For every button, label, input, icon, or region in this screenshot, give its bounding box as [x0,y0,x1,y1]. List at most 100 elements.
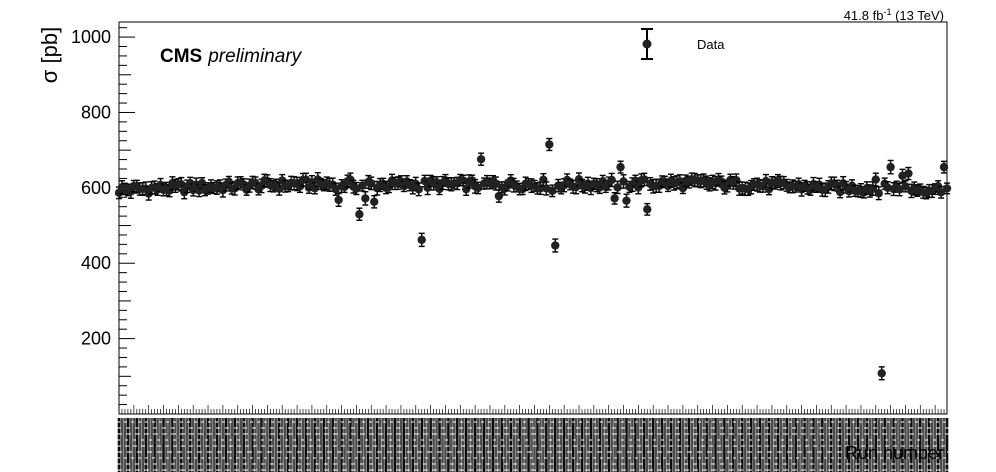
data-point [334,192,343,208]
x-tick-label [171,418,174,472]
x-tick-label [396,418,400,472]
data-point [473,181,483,195]
y-tick-label: 200 [81,329,111,349]
x-tick-label [663,418,667,472]
x-tick-label [850,418,854,472]
x-tick-label [548,418,551,472]
x-tick-label [687,418,691,472]
x-tick-label [536,418,539,472]
x-tick-label [355,418,358,472]
x-tick-label [283,418,287,472]
x-tick-label [746,418,750,472]
x-tick-label [726,418,729,472]
x-tick-label [230,418,234,472]
x-tick-label [877,418,881,472]
y-tick-label: 800 [81,102,111,122]
x-tick-label [729,418,732,472]
x-tick-label [218,418,222,472]
x-tick-label [634,418,637,472]
data-point [877,366,886,381]
x-tick-label [883,418,886,472]
x-tick-label [346,418,349,472]
x-tick-label [737,418,741,472]
x-tick-label [361,418,364,472]
x-tick-label [530,418,533,472]
x-tick-label [515,418,518,472]
x-tick-label [366,418,370,472]
x-tick-label [168,418,171,472]
x-tick-label [619,418,622,472]
x-tick-label [417,418,421,472]
x-tick-label [821,418,824,472]
data-point [417,232,426,248]
x-tick-label [791,418,794,472]
x-tick-label [921,418,925,472]
x-tick-label [527,418,530,472]
x-tick-label [550,418,554,472]
plot-frame [118,21,948,415]
x-tick-label [479,418,483,472]
x-tick-label [586,418,590,472]
x-tick-label [432,418,435,472]
x-tick-label [340,418,343,472]
x-axis-title: Run number [845,443,944,463]
x-tick-label [518,418,521,472]
x-tick-label [684,418,688,472]
x-tick-label [322,418,326,472]
x-tick-label [862,418,866,472]
x-tick-label [260,418,263,472]
x-tick-label [399,418,403,472]
data-point [942,182,952,195]
data-point [548,184,557,198]
x-tick-label [702,418,705,472]
x-tick-label [803,418,806,472]
data-point [370,194,379,209]
x-tick-label [773,418,777,472]
x-tick-label [622,418,625,472]
x-tick-label [598,418,602,472]
x-tick-label [458,418,462,472]
x-tick-label [295,418,299,472]
x-tick-label [835,418,839,472]
x-tick-label [334,418,337,472]
x-tick-label [245,418,248,472]
experiment-label: CMS preliminary [160,46,303,67]
x-tick-label [734,418,738,472]
x-tick-label [384,418,388,472]
x-tick-label [304,418,308,472]
x-tick-label [595,418,599,472]
data-point [414,182,423,197]
x-tick-label [135,418,139,472]
x-tick-label [874,418,878,472]
x-tick-label [844,418,848,472]
x-tick-label [141,418,145,472]
x-tick-label [182,418,186,472]
x-tick-label [497,418,501,472]
x-tick-label [660,418,664,472]
x-tick-label [604,418,608,472]
x-tick-label [405,418,409,472]
x-tick-label [904,418,907,472]
experiment-name: CMS [160,46,202,67]
lumi-label: 41.8 fb-1 (13 TeV) [844,7,944,23]
x-tick-label [918,418,922,472]
x-tick-label [856,418,860,472]
x-tick-label [913,418,916,472]
x-tick-label [147,418,150,472]
x-tick-label [562,418,566,472]
x-tick-label [533,418,536,472]
legend-marker [642,39,652,49]
x-tick-label [524,418,527,472]
x-tick-label [838,418,842,472]
data-point [616,160,625,174]
x-tick-label [286,418,290,472]
x-tick-label [565,418,569,472]
x-tick-label [720,418,723,472]
x-tick-label [441,418,444,472]
x-tick-label [767,418,771,472]
x-tick-label [274,418,278,472]
x-tick-label [678,418,682,472]
x-tick-label [886,418,889,472]
x-tick-label [420,418,424,472]
data-point [874,186,883,201]
